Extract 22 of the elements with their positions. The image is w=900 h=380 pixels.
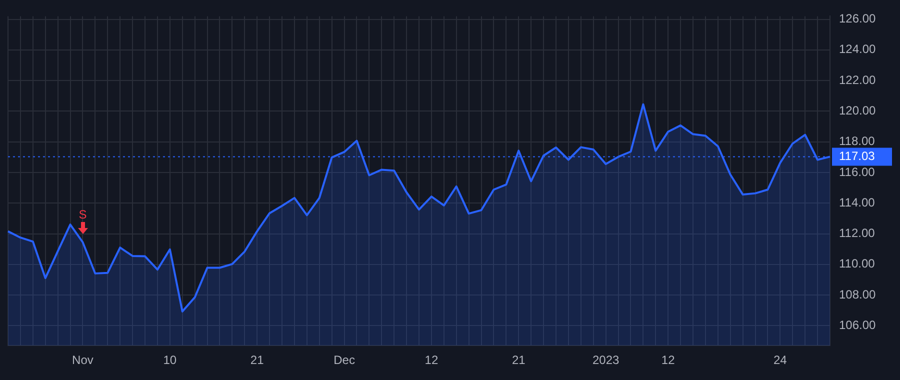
y-tick-label: 108.00 — [839, 287, 876, 302]
annotation: S — [78, 208, 87, 222]
x-tick-label: 10 — [163, 353, 177, 368]
x-tick-label: 21 — [250, 353, 264, 368]
y-tick-label: 106.00 — [839, 318, 876, 332]
x-tick-label: 2023 — [592, 353, 620, 368]
x-tick-label: 12 — [661, 353, 676, 368]
y-tick-label: 110.00 — [839, 256, 876, 271]
y-tick-label: 122.00 — [839, 72, 876, 87]
y-tick-label: 124.00 — [839, 42, 876, 56]
y-tick-label: 118.00 — [839, 134, 876, 148]
y-tick-label: 120.00 — [839, 104, 876, 118]
x-tick-label: Dec — [334, 353, 355, 368]
y-tick-label: 114.00 — [839, 195, 876, 210]
x-tick-label: 12 — [424, 353, 438, 368]
ref-line-label: 117.03 — [839, 149, 876, 164]
x-tick-label: Nov — [72, 353, 94, 368]
y-tick-label: 112.00 — [839, 226, 876, 240]
y-tick-label: 116.00 — [839, 164, 876, 179]
y-tick-label: 126.00 — [839, 12, 876, 26]
x-tick-label: 21 — [512, 353, 526, 368]
x-tick-label: 24 — [774, 353, 788, 368]
